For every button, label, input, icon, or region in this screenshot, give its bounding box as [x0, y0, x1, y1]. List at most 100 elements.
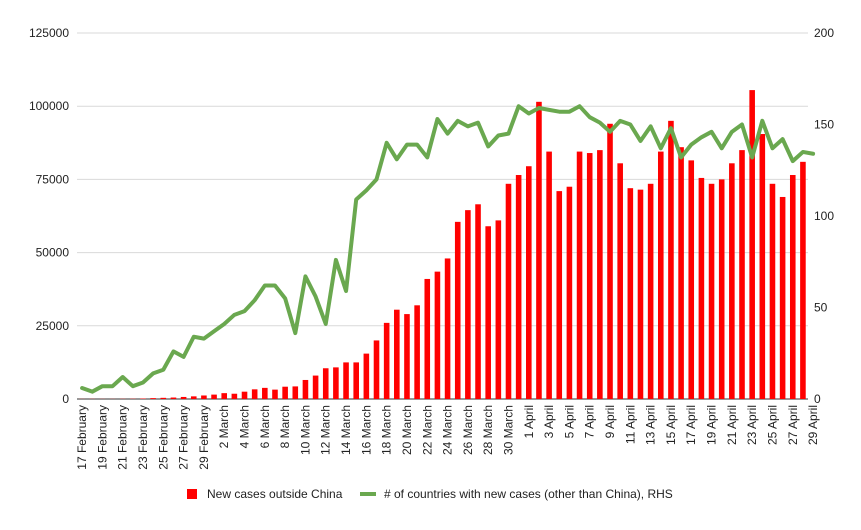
x-tick-label: 22 March [420, 405, 434, 455]
bar [201, 395, 207, 399]
bar [251, 389, 258, 399]
x-tick-label: 14 March [339, 405, 353, 455]
bar [312, 375, 319, 399]
bar [150, 398, 156, 399]
bar [495, 220, 502, 399]
x-tick-label: 13 April [644, 405, 658, 445]
right-tick-label: 100 [814, 209, 834, 223]
bar [414, 305, 420, 399]
bar [231, 393, 238, 399]
x-tick-label: 23 February [136, 405, 150, 470]
bar [333, 367, 339, 399]
bar [586, 153, 593, 399]
x-tick-label: 15 April [664, 405, 678, 445]
bar [292, 386, 299, 399]
bar [241, 391, 248, 399]
bar [444, 258, 451, 399]
bar [668, 120, 674, 399]
bar [536, 101, 542, 400]
bar [627, 188, 634, 399]
x-tick-label: 10 March [298, 405, 312, 455]
bar [505, 183, 512, 399]
bar [515, 175, 522, 399]
gridlines [77, 32, 808, 400]
right-tick-label: 50 [814, 301, 828, 315]
x-tick-label: 21 April [725, 405, 739, 445]
bar [424, 278, 431, 399]
left-tick-label: 0 [62, 392, 69, 406]
bar [160, 397, 167, 399]
x-tick-label: 26 March [461, 405, 475, 455]
left-tick-label: 50000 [36, 246, 70, 260]
x-tick-label: 27 February [177, 405, 191, 470]
bar [576, 151, 583, 399]
x-tick-label: 19 February [95, 405, 109, 470]
bar [678, 147, 684, 399]
left-tick-label: 100000 [29, 99, 69, 113]
x-tick-label: 19 April [705, 405, 719, 445]
right-axis-ticks: 0 50 100 150 200 [814, 26, 834, 406]
x-tick-label: 28 March [481, 405, 495, 455]
bar-series-new-cases [79, 90, 806, 400]
bar [343, 362, 349, 399]
x-tick-label: 27 April [786, 405, 800, 445]
bar [769, 183, 776, 399]
bar [475, 204, 481, 399]
bar [302, 379, 309, 399]
legend-swatch-new-cases [187, 489, 197, 499]
x-axis-ticks: 17 February 19 February 21 February 23 Febr… [75, 405, 820, 470]
x-tick-label: 6 March [258, 405, 272, 448]
bar [566, 186, 573, 399]
x-tick-label: 2 March [217, 405, 231, 448]
x-tick-label: 20 March [400, 405, 414, 455]
bar [749, 90, 755, 399]
x-tick-label: 5 April [562, 405, 576, 438]
x-tick-label: 24 March [441, 405, 455, 455]
bar [170, 397, 177, 399]
bar [556, 191, 563, 399]
bar [262, 387, 268, 399]
x-tick-label: 30 March [501, 405, 515, 455]
bar [465, 210, 471, 399]
left-tick-label: 75000 [36, 172, 70, 186]
bar [597, 150, 603, 399]
x-tick-label: 11 April [623, 405, 637, 444]
right-tick-label: 0 [814, 392, 821, 406]
bar [211, 394, 217, 399]
x-tick-label: 7 April [583, 405, 597, 438]
bar [282, 386, 288, 399]
bar [363, 353, 370, 399]
bar [272, 389, 278, 399]
left-axis-ticks: 0 25000 50000 75000 100000 125000 [29, 26, 69, 406]
line-series-countries [80, 104, 816, 394]
x-tick-label: 29 February [197, 405, 211, 470]
bar [647, 183, 654, 399]
bar [688, 160, 695, 399]
left-tick-label: 125000 [29, 26, 69, 40]
bar [657, 151, 664, 399]
bar [607, 123, 613, 399]
bar [718, 179, 725, 399]
legend-label-countries: # of countries with new cases (other tha… [384, 487, 673, 501]
left-tick-label: 25000 [36, 319, 70, 333]
x-tick-label: 25 February [156, 405, 170, 470]
bar [322, 368, 329, 399]
bar [404, 314, 410, 399]
x-tick-label: 3 April [542, 405, 556, 438]
bar [617, 163, 623, 399]
x-tick-label: 12 March [319, 405, 333, 455]
bar [526, 166, 532, 399]
bar [394, 309, 400, 399]
bar [637, 189, 644, 399]
bar [434, 271, 441, 399]
bar [739, 150, 745, 399]
bar [353, 362, 359, 399]
bar [454, 221, 461, 399]
x-tick-label: 8 March [278, 405, 292, 448]
right-tick-label: 200 [814, 26, 834, 40]
x-tick-label: 16 March [359, 405, 373, 455]
bar [800, 161, 806, 399]
x-tick-label: 1 April [522, 405, 536, 438]
x-tick-label: 17 February [75, 405, 89, 470]
